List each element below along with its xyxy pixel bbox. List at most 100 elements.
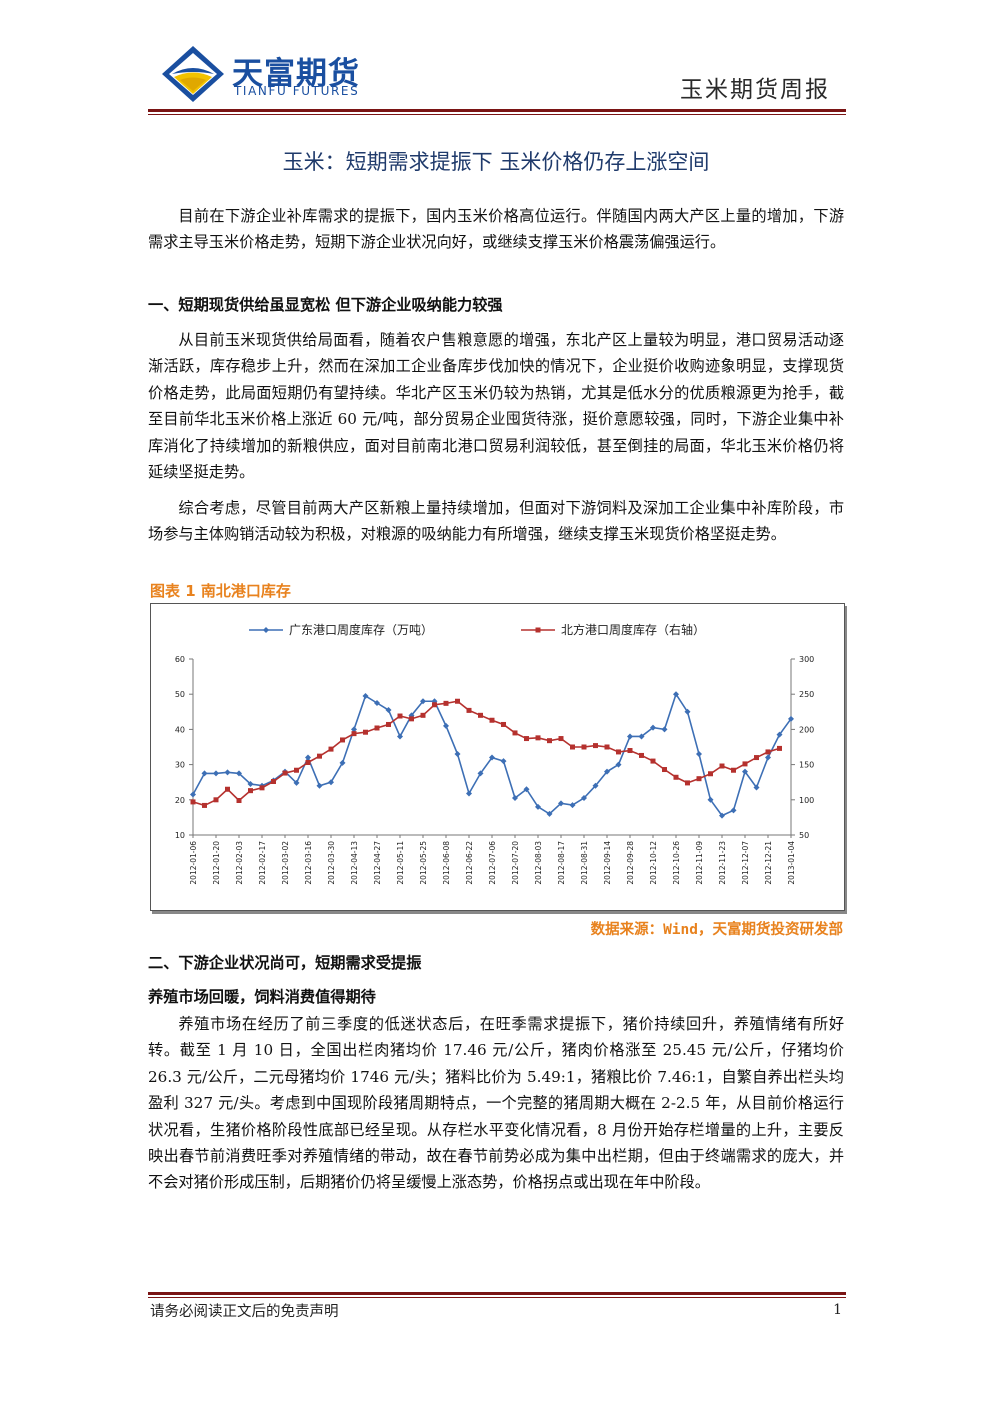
series-point-1 <box>202 802 207 808</box>
series-point-1 <box>409 716 414 722</box>
series-point-1 <box>593 743 598 749</box>
header-divider <box>148 109 846 112</box>
y-right-tick-label: 100 <box>799 796 814 805</box>
series-point-1 <box>685 780 690 786</box>
brand-name-en: TIANFU FUTURES <box>234 84 360 98</box>
series-point-0 <box>466 790 472 797</box>
series-point-1 <box>478 712 483 718</box>
series-point-1 <box>328 746 334 752</box>
y-right-tick-label: 50 <box>799 831 809 840</box>
header-divider-thin <box>148 114 846 115</box>
series-point-1 <box>719 763 725 769</box>
x-tick-label: 2012-05-11 <box>396 841 405 885</box>
series-point-1 <box>742 761 748 767</box>
y-left-tick-label: 10 <box>175 831 185 840</box>
series-point-1 <box>524 736 529 742</box>
series-point-0 <box>247 780 254 787</box>
series-point-1 <box>466 707 472 713</box>
x-tick-label: 2012-02-17 <box>258 841 267 885</box>
y-right-tick-label: 250 <box>799 690 814 699</box>
chart-svg: 10 20 30 40 50 60 50 100 150 200 250 300 2012-01-06 2… <box>175 622 814 885</box>
series-point-1 <box>708 771 713 777</box>
series-point-0 <box>776 731 783 738</box>
x-tick-label: 2012-08-17 <box>557 841 566 885</box>
x-tick-label: 2012-11-23 <box>718 841 727 885</box>
x-tick-label: 2012-09-28 <box>626 841 635 885</box>
legend-label-0: 广东港口周度库存（万吨） <box>289 622 433 637</box>
series-point-1 <box>570 744 575 750</box>
series-point-1 <box>512 730 518 736</box>
brand-name-cn: 天富期货 <box>232 56 360 92</box>
series-line-1 <box>192 700 780 807</box>
x-tick-label: 2012-07-06 <box>488 841 497 885</box>
y-left-tick-label: 50 <box>175 690 185 699</box>
x-tick-label: 2012-12-07 <box>741 841 750 885</box>
y-right-tick-label: 150 <box>799 761 814 770</box>
port-inventory-chart: 10 20 30 40 50 60 50 100 150 200 250 300 2012-01-06 2… <box>150 603 845 911</box>
x-tick-label: 2012-08-03 <box>534 841 543 885</box>
series-point-0 <box>788 715 794 722</box>
legend-label-1: 北方港口周度库存（右轴） <box>561 622 705 637</box>
x-tick-label: 2012-12-21 <box>764 841 773 885</box>
series-point-1 <box>547 738 552 744</box>
section2-heading: 二、下游企业状况尚可，短期需求受提振 <box>148 954 422 972</box>
series-point-1 <box>374 725 380 731</box>
series-point-1 <box>604 744 610 750</box>
series-point-0 <box>190 791 196 798</box>
series-point-1 <box>282 770 288 776</box>
y-left-tick-label: 30 <box>175 761 185 770</box>
series-point-0 <box>236 770 242 777</box>
series-point-1 <box>248 788 253 794</box>
figure-caption: 图表 1 南北港口库存 <box>150 582 291 600</box>
x-tick-label: 2013-01-04 <box>787 841 796 885</box>
series-point-0 <box>201 770 208 777</box>
x-tick-label: 2012-01-20 <box>212 841 221 885</box>
series-point-0 <box>742 768 748 775</box>
section2-paragraph-1: 养殖市场在经历了前三季度的低迷状态后，在旺季需求提振下，猪价持续回升，养殖情绪有… <box>148 1015 844 1192</box>
series-point-0 <box>408 712 415 719</box>
series-point-1 <box>432 702 437 708</box>
legend-marker-0 <box>263 627 269 633</box>
series-point-0 <box>213 770 219 777</box>
series-point-0 <box>569 802 576 809</box>
y-right-tick-label: 200 <box>799 725 814 734</box>
y-left-tick-label: 60 <box>175 655 185 664</box>
series-point-1 <box>294 767 299 773</box>
series-point-0 <box>351 726 357 733</box>
series-point-1 <box>501 721 506 727</box>
x-tick-label: 2012-04-27 <box>373 841 382 885</box>
series-point-0 <box>523 786 530 793</box>
series-point-1 <box>616 749 621 755</box>
series-point-0 <box>535 803 541 810</box>
series-point-0 <box>328 779 334 786</box>
series-point-0 <box>753 784 760 791</box>
series-point-1 <box>351 731 357 737</box>
series-point-1 <box>535 735 541 741</box>
disclaimer-note: 请务必阅读正文后的免责声明 <box>150 1304 339 1320</box>
series-point-1 <box>443 700 449 706</box>
series-point-0 <box>581 795 587 802</box>
series-point-0 <box>489 754 495 761</box>
series-point-0 <box>362 692 369 699</box>
series-point-0 <box>339 759 346 766</box>
series-point-1 <box>340 737 345 743</box>
series-point-1 <box>317 753 322 759</box>
series-point-0 <box>765 754 771 761</box>
series-point-1 <box>259 785 265 791</box>
x-tick-label: 2012-05-25 <box>419 841 428 885</box>
footer-divider-thin <box>148 1297 846 1298</box>
series-point-0 <box>224 769 231 776</box>
series-point-1 <box>397 713 403 719</box>
series-point-1 <box>754 755 759 761</box>
intro-paragraph: 目前在下游企业补库需求的提振下，国内玉米价格高位运行。伴随国内两大产区上量的增加… <box>148 207 844 252</box>
section1-heading: 一、短期现货供给虽显宽松 但下游企业吸纳能力较强 <box>148 296 503 314</box>
series-point-1 <box>639 752 644 758</box>
series-point-1 <box>305 759 311 765</box>
x-tick-label: 2012-09-14 <box>603 841 612 885</box>
series-point-1 <box>190 799 196 805</box>
x-tick-label: 2012-10-26 <box>672 841 681 885</box>
document-title: 玉米：短期需求提振下 玉米价格仍存上涨空间 <box>282 150 710 174</box>
x-tick-label: 2012-08-31 <box>580 841 589 885</box>
series-point-0 <box>293 779 300 786</box>
x-tick-label: 2012-07-20 <box>511 841 520 885</box>
